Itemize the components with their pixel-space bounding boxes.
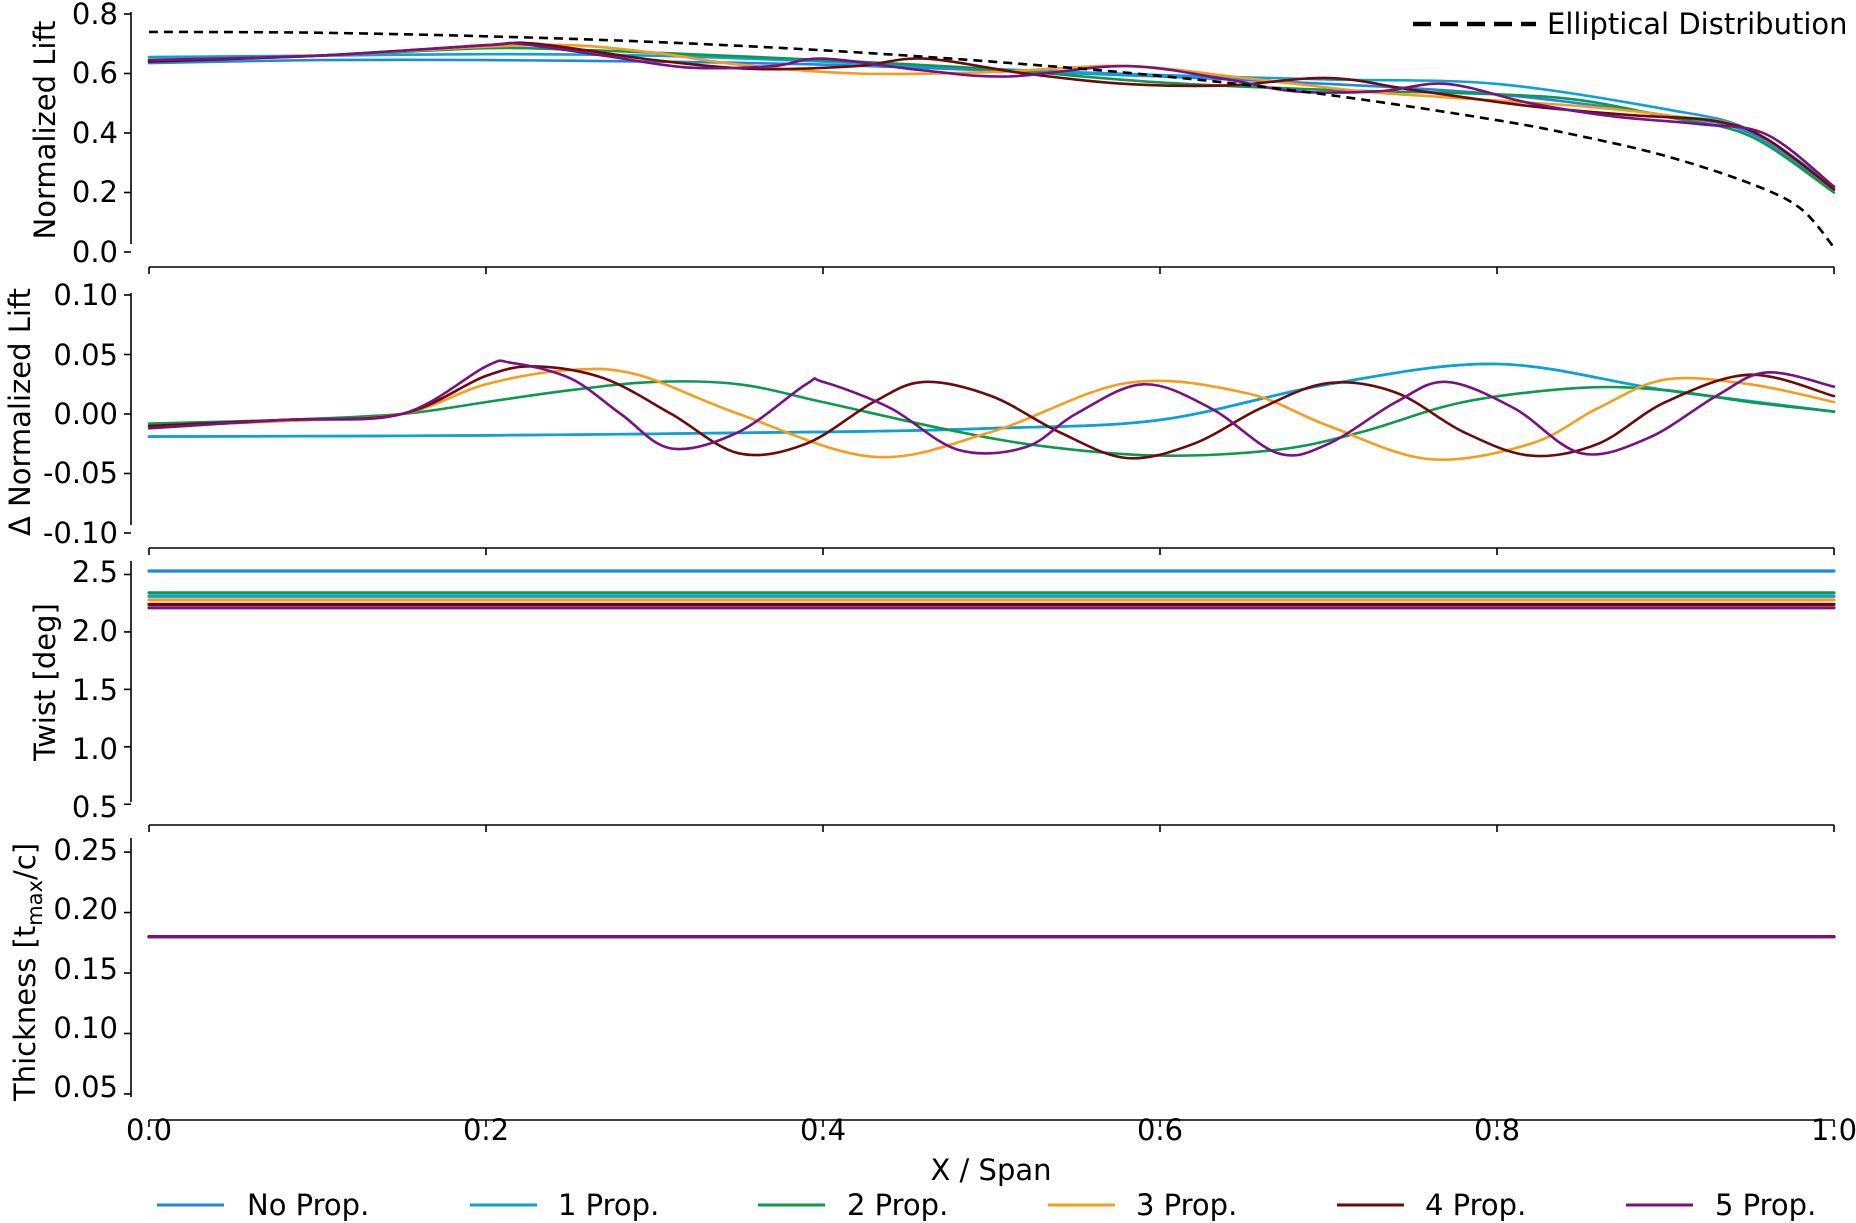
legend-label: 2 Prop.	[847, 1188, 948, 1222]
delta-ytick-labels: 0.10 0.05 0.00 -0.05 -0.10	[43, 278, 118, 550]
elliptical-distribution-line	[148, 30, 1835, 249]
legend-entry-4-prop: 4 Prop.	[1337, 1188, 1526, 1222]
elliptical-legend-label: Elliptical Distribution	[1547, 7, 1848, 41]
legend-entry-5-prop: 5 Prop.	[1626, 1188, 1816, 1222]
twist-ytick-label: 0.5	[72, 790, 118, 824]
delta-ytick-label: -0.10	[43, 516, 118, 550]
series-line-4-prop	[147, 365, 1836, 460]
panel-twist: 2.5 2.0 1.5 1.0 0.5 Twist [deg]	[28, 555, 1836, 832]
twist-ytick-label: 2.0	[72, 614, 118, 648]
thickness-ytick-label: 0.10	[53, 1011, 118, 1045]
lift-ytick-labels: 0.8 0.6 0.4 0.2 0.0	[72, 0, 118, 269]
lift-ytick-label: 0.0	[72, 235, 118, 269]
xtick-label: 0.4	[800, 1113, 846, 1147]
legend-entry-1-prop: 1 Prop.	[470, 1188, 659, 1222]
thickness-ytick-label: 0.25	[53, 833, 118, 867]
twist-ytick-label: 1.0	[72, 732, 118, 766]
panel-thickness: 0.25 0.20 0.15 0.10 0.05 Thickness [tmax…	[8, 833, 1836, 1127]
series-line-no-prop	[147, 58, 1836, 191]
thickness-ytick-label: 0.15	[53, 952, 118, 986]
thickness-ytick-label: 0.20	[53, 892, 118, 926]
lift-plot-area	[124, 12, 1836, 274]
panel-lift: 0.8 0.6 0.4 0.2 0.0 Normalized Lift Elli…	[28, 0, 1848, 274]
legend-label: 1 Prop.	[558, 1188, 659, 1222]
delta-plot-area	[124, 293, 1836, 555]
thickness-ylabel: Thickness [tmax/c]	[8, 843, 47, 1102]
series-line-3-prop	[147, 367, 1836, 462]
twist-ytick-labels: 2.5 2.0 1.5 1.0 0.5	[72, 555, 118, 824]
series-line-2-prop	[147, 380, 1836, 457]
lift-ytick-label: 0.2	[72, 175, 118, 209]
x-axis-label: X / Span	[930, 1153, 1051, 1187]
twist-ytick-label: 2.5	[72, 555, 118, 589]
xtick-label: 0.8	[1474, 1113, 1520, 1147]
series-line-1-prop	[147, 362, 1836, 438]
legend-label: 4 Prop.	[1425, 1188, 1526, 1222]
series-line-1-prop	[147, 52, 1836, 188]
series-line-5-prop	[147, 359, 1836, 457]
lift-ylabel: Normalized Lift	[28, 21, 62, 240]
series-line-2-prop	[147, 46, 1836, 194]
twist-ytick-label: 1.5	[72, 673, 118, 707]
delta-ylabel: Δ Normalized Lift	[3, 288, 37, 536]
delta-ytick-label: 0.10	[53, 278, 118, 312]
thickness-ytick-labels: 0.25 0.20 0.15 0.10 0.05	[53, 833, 118, 1104]
thickness-ytick-label: 0.05	[53, 1070, 118, 1104]
delta-ytick-label: -0.05	[43, 456, 118, 490]
xtick-label: 1.0	[1811, 1113, 1856, 1147]
legend-label: 3 Prop.	[1136, 1188, 1237, 1222]
thickness-ylabel-main: Thickness [t	[8, 926, 42, 1102]
legend-entry-2-prop: 2 Prop.	[758, 1188, 948, 1222]
series-line-3-prop	[147, 43, 1836, 191]
legend-label: No Prop.	[247, 1188, 369, 1222]
x-axis: 0.0 0.2 0.4 0.6 0.8 1.0 X / Span	[126, 1113, 1856, 1187]
legend-label: 5 Prop.	[1715, 1188, 1816, 1222]
xtick-label: 0.6	[1137, 1113, 1183, 1147]
legend-entry-no-prop: No Prop.	[157, 1188, 369, 1222]
series-line-5-prop	[147, 41, 1836, 188]
lift-ytick-label: 0.4	[72, 116, 118, 150]
thickness-plot-area	[124, 838, 1836, 1127]
lift-ytick-label: 0.8	[72, 0, 118, 31]
delta-ytick-label: 0.00	[53, 397, 118, 431]
panel-delta: 0.10 0.05 0.00 -0.05 -0.10 Δ Normalized …	[3, 278, 1836, 555]
legend: No Prop. 1 Prop. 2 Prop. 3 Prop. 4 Prop.…	[157, 1188, 1816, 1222]
legend-entry-3-prop: 3 Prop.	[1048, 1188, 1237, 1222]
lift-ytick-label: 0.6	[72, 56, 118, 90]
series-line-4-prop	[147, 41, 1836, 191]
twist-ylabel: Twist [deg]	[28, 603, 62, 762]
thickness-ylabel-end: /c]	[8, 843, 42, 880]
thickness-ylabel-sub: max	[23, 880, 47, 926]
xtick-label: 0.0	[126, 1113, 172, 1147]
elliptical-legend: Elliptical Distribution	[1413, 7, 1848, 41]
twist-plot-area	[124, 561, 1836, 832]
xtick-label: 0.2	[463, 1113, 509, 1147]
delta-ytick-label: 0.05	[53, 338, 118, 372]
